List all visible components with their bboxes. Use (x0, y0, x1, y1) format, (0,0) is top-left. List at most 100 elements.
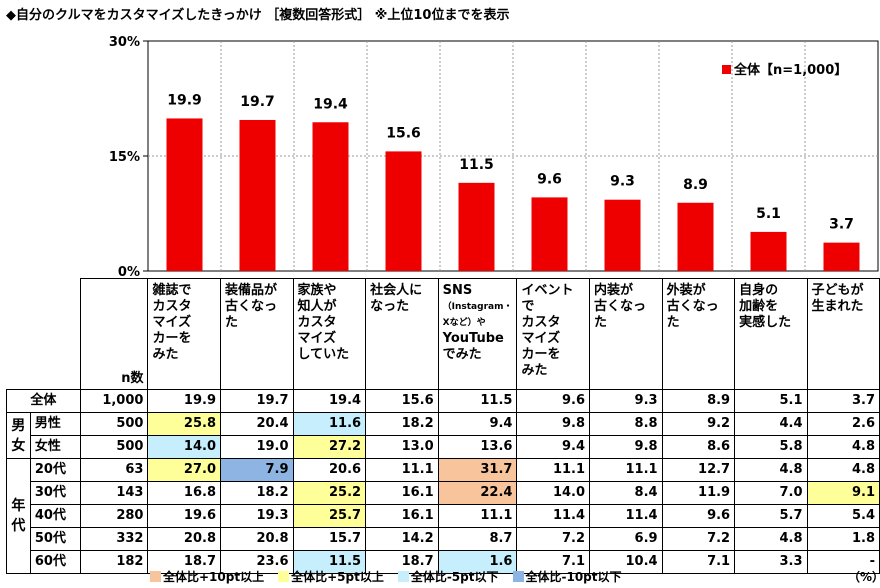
table-cell: 9.8 (589, 435, 663, 459)
table-row: 全体 1,000 19.9 19.7 19.4 15.6 11.5 9.6 9.3 8.9 5.1 3… (6, 389, 880, 413)
bar-value-label: 19.7 (240, 94, 275, 110)
bar-value-label: 15.6 (386, 125, 421, 141)
category-label-line: Xなど）や (442, 318, 486, 328)
table-cell: 11.1 (516, 458, 591, 482)
table-cell: 9.4 (516, 435, 591, 459)
category-label-line: 実感した (739, 315, 792, 330)
highlight-legend-label: 全体比+5pt以上 (291, 570, 384, 584)
group-label: 男女 (6, 412, 31, 459)
category-label-line: 知人が (297, 299, 337, 314)
category-header: 装備品が 古くなった (220, 278, 294, 390)
table-cell: 6.9 (589, 527, 663, 551)
table-cell: 7.9 (220, 458, 294, 482)
highlight-legend-label: 全体比-5pt以下 (410, 570, 499, 584)
highlight-swatch (150, 571, 161, 582)
table-cell: 9.8 (516, 412, 591, 436)
bar-value-label: 19.4 (313, 96, 348, 112)
bar (385, 151, 422, 271)
table-row: 30代 143 16.8 18.2 25.2 16.1 22.4 14.0 8.4 11.9 7.0… (7, 481, 880, 505)
table-cell: 31.7 (437, 458, 518, 482)
table-cell: 18.2 (365, 412, 439, 436)
table-header-row: n数 雑誌で カスタ マイズ カーを みた 装備品が 古くなった 家族や 知人が カスタ マイズ してい… (7, 278, 880, 390)
table-cell: 11.4 (516, 504, 591, 528)
table-cell: 11.5 (292, 550, 367, 574)
group-label-char: 男 (11, 417, 26, 434)
table-cell: - (806, 550, 880, 574)
table-cell: 11.4 (589, 504, 663, 528)
category-label-line: 雑誌で (152, 283, 192, 298)
category-label-line: 子どもが (811, 283, 864, 298)
category-label-line: していた (297, 347, 350, 362)
bar-value-label: 5.1 (756, 206, 781, 222)
row-n: 280 (79, 504, 149, 528)
table-cell: 16.1 (365, 504, 439, 528)
highlight-legend-item: 全体比-10pt以下 (512, 570, 622, 584)
category-header: 外装が 古くなった (661, 278, 736, 390)
table-cell: 8.6 (661, 435, 736, 459)
row-n: 500 (79, 435, 149, 459)
table-cell: 8.4 (589, 481, 663, 505)
table-cell: 14.2 (365, 527, 439, 551)
table-cell: 9.3 (589, 389, 663, 413)
row-label: 30代 (29, 481, 81, 505)
n-header: n数 (79, 278, 149, 390)
row-label: 全体 (6, 389, 81, 413)
table-cell: 11.5 (437, 389, 518, 413)
table-cell: 19.0 (220, 435, 294, 459)
row-label: 60代 (29, 550, 81, 574)
category-header: 内装が 古くなった (589, 278, 663, 390)
table-cell: 19.3 (220, 504, 294, 528)
table-cell: 7.2 (661, 527, 736, 551)
table-cell: 25.7 (292, 504, 367, 528)
category-label-line: カーを (152, 331, 192, 346)
table-cell: 9.4 (437, 412, 518, 436)
category-header: 家族や 知人が カスタ マイズ していた (292, 278, 367, 390)
table-cell: 5.4 (806, 504, 880, 528)
table-cell: 25.2 (292, 481, 367, 505)
legend-swatch (722, 65, 731, 74)
table-cell: 13.6 (437, 435, 518, 459)
category-label-line: 家族や (297, 283, 337, 298)
table-cell: 19.4 (292, 389, 367, 413)
table-cell: 7.2 (516, 527, 591, 551)
y-tick-label: 0% (118, 265, 140, 280)
row-label: 男性 (29, 412, 81, 436)
table-cell: 4.8 (734, 527, 808, 551)
table-cell: 19.7 (220, 389, 294, 413)
bar (239, 119, 276, 271)
bar-chart: 0% 15% 30% 19.9 19.7 19.4 15.6 11.5 9.6 9.3 8.9 5.1… (109, 35, 879, 280)
highlight-legend-label: 全体比+10pt以上 (163, 570, 265, 584)
bar-value-label: 9.3 (610, 174, 635, 190)
table-cell: 16.8 (147, 481, 221, 505)
row-n: 182 (79, 550, 149, 574)
bar (458, 182, 495, 271)
table-cell: 15.7 (292, 527, 367, 551)
row-n: 63 (79, 458, 149, 482)
category-header: SNS （Instagram・ Xなど）や YouTube でみた (437, 278, 518, 390)
group-label: 年代 (6, 458, 31, 574)
table-cell: 20.4 (220, 412, 294, 436)
y-tick-label: 30% (109, 35, 140, 50)
highlight-swatch (397, 571, 409, 582)
bar (312, 122, 349, 272)
table-cell: 11.1 (365, 458, 439, 482)
category-label-line: カーを (521, 347, 561, 362)
table-cell: 8.7 (437, 527, 518, 551)
category-label-line: みた (521, 363, 548, 378)
legend-label: 全体【n=1,000】 (733, 62, 847, 78)
table-cell: 7.0 (734, 481, 808, 505)
table-cell: 4.8 (806, 458, 880, 482)
table-cell: 3.3 (734, 550, 808, 574)
highlight-swatch (278, 571, 290, 582)
bar (677, 202, 714, 271)
highlight-legend-label: 全体比-10pt以下 (525, 570, 622, 584)
row-n: 332 (79, 527, 149, 551)
table-cell: 4.8 (806, 435, 880, 459)
table-cell: 20.8 (220, 527, 294, 551)
category-label-line: 外装が (666, 283, 706, 298)
table-row: 年代 20代 63 27.0 7.9 20.6 11.1 31.7 11.1 11.1 12.7 4.… (6, 458, 880, 574)
table-cell: 23.6 (220, 550, 294, 574)
table-cell: 9.6 (516, 389, 591, 413)
row-label: 女性 (29, 435, 81, 459)
bar-value-label: 8.9 (683, 177, 708, 193)
